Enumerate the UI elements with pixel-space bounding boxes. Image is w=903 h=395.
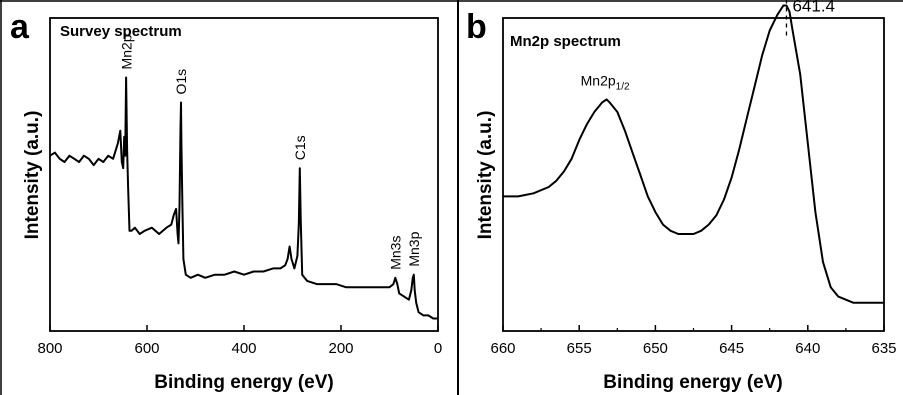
x-tick-label: 660 — [490, 340, 515, 357]
survey-spectrum-line — [49, 76, 438, 320]
peak-label-mn3p: Mn3p — [406, 231, 422, 266]
panel-b-title: Mn2p spectrum — [510, 33, 621, 50]
x-axis-title-a: Binding energy (eV) — [154, 372, 333, 393]
peak-value-label: 641.4 — [792, 0, 835, 15]
x-axis-ticks-a: 800 600 400 200 0 — [37, 325, 442, 357]
panel-a-title: Survey spectrum — [60, 23, 182, 40]
mn2p-spectrum-line — [503, 4, 884, 304]
plot-frame-a — [49, 17, 439, 332]
x-tick-label: 800 — [37, 340, 62, 357]
x-tick-label: 600 — [134, 340, 159, 357]
x-tick-label: 0 — [434, 340, 442, 357]
x-tick-label: 640 — [795, 340, 820, 357]
x-tick-label: 655 — [567, 340, 592, 357]
x-tick-label: 200 — [328, 340, 353, 357]
y-axis-title-a: Intensity (a.u.) — [22, 111, 43, 240]
peak-labels-a: Mn2p O1s C1s Mn3s Mn3p — [119, 34, 422, 270]
peak-label-mn2p: Mn2p — [119, 34, 135, 69]
y-axis-title-b: Intensity (a.u.) — [475, 111, 496, 240]
x-axis-ticks-b: 660 655 650 645 640 635 — [490, 325, 897, 357]
peak-label-mn2p-1-2: Mn2p1/2 — [581, 72, 630, 92]
peak-label-o1s: O1s — [173, 69, 189, 95]
x-tick-label: 645 — [719, 340, 744, 357]
x-tick-label: 650 — [643, 340, 668, 357]
peak-label-c1s: C1s — [292, 135, 308, 160]
panel-a: a Survey spectrum 800 600 400 200 0 Mn2p O1s C… — [10, 8, 442, 393]
x-tick-label: 400 — [231, 340, 256, 357]
panel-letter-b: b — [466, 8, 487, 46]
peak-label-mn3s: Mn3s — [387, 236, 403, 270]
panel-b: b Mn2p spectrum 660 655 650 645 640 635 Mn2p1… — [466, 0, 897, 393]
plot-frame-b — [502, 17, 885, 332]
panel-letter-a: a — [10, 8, 30, 46]
x-axis-title-b: Binding energy (eV) — [603, 372, 782, 393]
x-tick-label: 635 — [871, 340, 896, 357]
